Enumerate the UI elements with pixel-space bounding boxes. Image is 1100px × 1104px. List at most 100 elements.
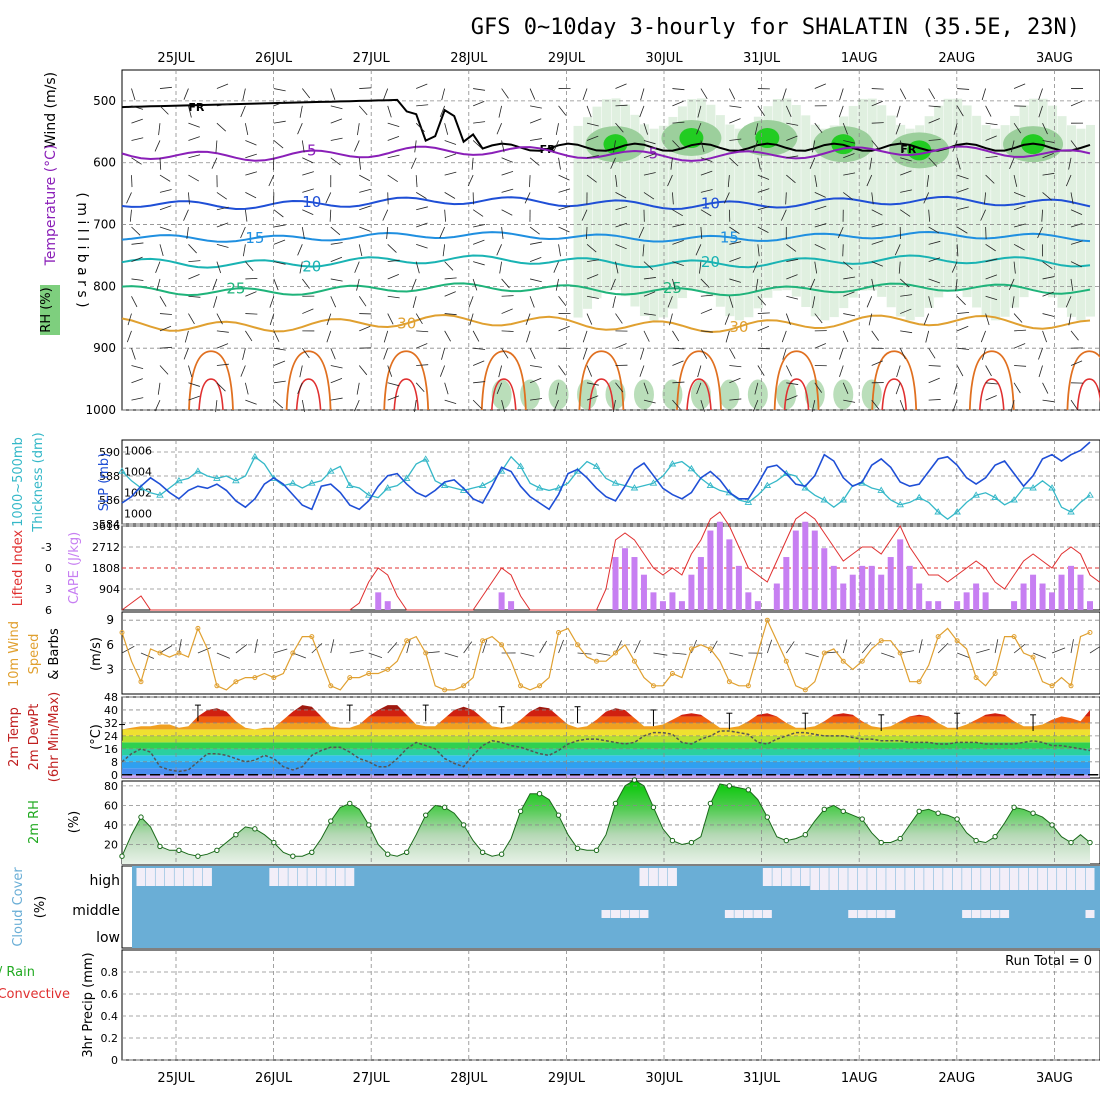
cloud-high-clear <box>279 868 288 886</box>
bottom-date-label: 2AUG <box>938 1071 975 1086</box>
cloud-high-clear <box>924 868 933 890</box>
cape-bar <box>783 557 789 610</box>
cloud-high-clear <box>972 868 981 890</box>
cloud-high-clear <box>307 868 316 886</box>
rh-point <box>955 817 959 821</box>
temp-tick: 32 <box>104 717 118 730</box>
panel-frame <box>122 950 1100 1060</box>
cape-bar <box>926 601 932 610</box>
cloud-middle-clear <box>725 910 734 918</box>
cape-bar <box>1087 601 1093 610</box>
cape-bar <box>850 575 856 610</box>
rh-point <box>1012 805 1016 809</box>
cape-bar <box>707 531 713 610</box>
cloud-high-clear <box>934 868 943 890</box>
cloud-high-clear <box>668 868 677 886</box>
cloud-high-clear <box>829 868 838 890</box>
cape-bar <box>869 566 875 610</box>
cloud-high-clear <box>991 868 1000 890</box>
li-label: Lifted Index <box>11 529 26 606</box>
cloud-middle-clear <box>1086 910 1095 918</box>
rh-point <box>632 778 636 782</box>
temp-band <box>122 749 1090 755</box>
li-tick: 6 <box>45 604 52 617</box>
rh-point <box>936 811 940 815</box>
slp-tick: 1000 <box>124 508 152 521</box>
cape-bar <box>375 592 381 610</box>
cape-bar <box>812 531 818 610</box>
rh-point <box>234 833 238 837</box>
slp-label: SLP (mb) <box>97 453 112 512</box>
cape-bar <box>650 592 656 610</box>
bottom-date-label: 30JUL <box>645 1071 683 1086</box>
pressure-tick: 600 <box>93 156 116 170</box>
thickness-unit-label: Thickness (dm) <box>31 432 46 532</box>
rh-tick: 60 <box>104 799 118 812</box>
cloud-middle-clear <box>620 910 629 918</box>
cloud-high-clear <box>801 868 810 886</box>
dewpoint-label: 2m DewPt <box>27 704 42 771</box>
temp-band <box>122 768 1090 774</box>
wind-tick: 3 <box>106 662 114 676</box>
thickness-label: 1000~500mb <box>11 437 26 527</box>
isotherm-label: 10 <box>302 193 321 211</box>
cloud-middle-clear <box>886 910 895 918</box>
isotherm-label: 15 <box>720 228 739 246</box>
cape-bar <box>840 584 846 610</box>
cloud-high-clear <box>839 868 848 890</box>
rh-cell <box>801 115 810 307</box>
cloud-middle-clear <box>630 910 639 918</box>
rh-axis-label: RH (%) <box>39 287 54 332</box>
cloud-high-clear <box>1057 868 1066 890</box>
cloud-high-clear <box>155 868 164 886</box>
rh-tick: 80 <box>104 780 118 793</box>
cloud-middle-clear <box>602 910 611 918</box>
cape-bar <box>622 548 628 610</box>
panel-frame <box>122 612 1100 694</box>
cloud-high-clear <box>962 868 971 890</box>
rh-point <box>993 834 997 838</box>
cape-bar <box>802 522 808 610</box>
wind-barb <box>131 175 132 187</box>
cloud-high-clear <box>174 868 183 886</box>
cloud-high-clear <box>791 868 800 886</box>
cloud-high-clear <box>1000 868 1009 890</box>
rh-point <box>499 852 503 856</box>
top-date-label: 26JUL <box>255 51 293 66</box>
cape-bar <box>821 548 827 610</box>
rh-point <box>158 844 162 848</box>
cloud-middle-clear <box>744 910 753 918</box>
isotherm-label: 20 <box>701 253 720 271</box>
cloud-high-clear <box>269 868 278 886</box>
isotherm-label: 25 <box>663 279 682 297</box>
rh-point <box>556 813 560 817</box>
cloud-middle-clear <box>763 910 772 918</box>
precip-total-label: Total / Rain <box>0 965 35 980</box>
minmax-label: (6hr Min/Max) <box>47 692 62 782</box>
top-date-label: 28JUL <box>450 51 488 66</box>
cloud-high-clear <box>877 868 886 890</box>
panel-frame <box>122 526 1100 610</box>
rh2m-unit-label: (%) <box>67 811 82 834</box>
cloud-high-clear <box>298 868 307 886</box>
rh-point <box>803 833 807 837</box>
cloud-high-clear <box>193 868 202 886</box>
rh-point <box>765 815 769 819</box>
cloud-middle-clear <box>848 910 857 918</box>
rh-point <box>1050 823 1054 827</box>
rh-point <box>196 854 200 858</box>
rh-point <box>727 784 731 788</box>
cloud-high-clear <box>896 868 905 890</box>
cape-bar <box>859 566 865 610</box>
top-date-label: 3AUG <box>1036 51 1073 66</box>
precip-tick: 0.6 <box>101 988 119 1001</box>
wind-unit-label: (m/s) <box>89 637 104 671</box>
cape-tick: 2712 <box>92 541 120 554</box>
rh-cell <box>574 126 583 318</box>
temp-tick: 48 <box>104 691 118 704</box>
